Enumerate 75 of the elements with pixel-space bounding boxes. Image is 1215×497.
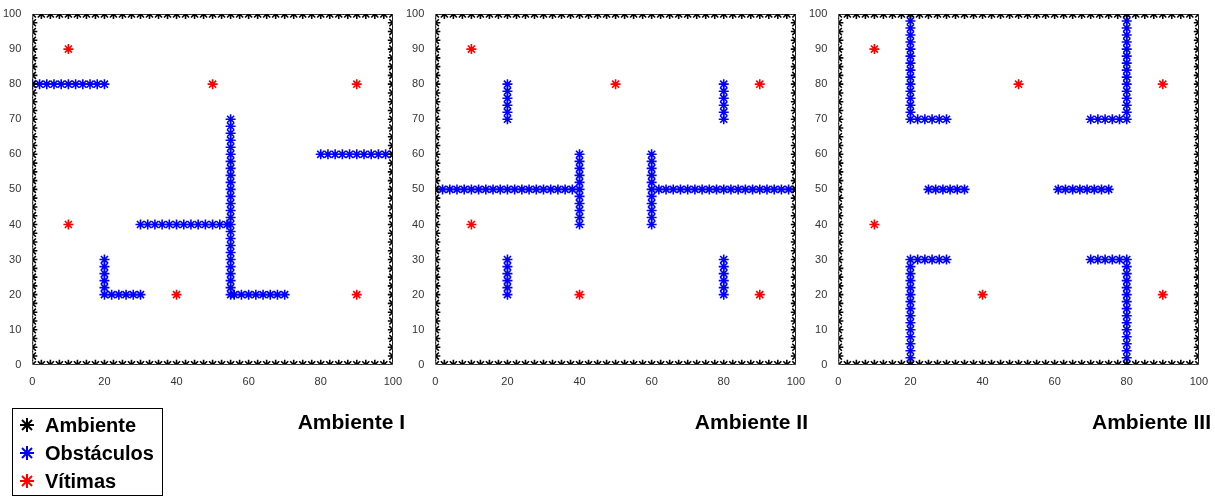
point <box>868 43 881 55</box>
x-tick-label: 100 <box>786 375 805 388</box>
point <box>753 78 766 90</box>
text: Ambiente II <box>694 410 808 434</box>
y-tick-label: 40 <box>9 217 22 230</box>
text: Ambiente I <box>297 410 405 434</box>
y-tick-label: 0 <box>15 357 22 370</box>
y-tick-label: 10 <box>9 322 22 335</box>
point <box>62 218 75 231</box>
point <box>350 78 363 90</box>
legend-label: Ambiente <box>45 413 137 438</box>
y-tick-label: 80 <box>9 77 22 90</box>
point <box>868 218 881 231</box>
x-tick-label: 80 <box>314 375 327 388</box>
point <box>465 218 478 231</box>
point <box>206 78 219 90</box>
x-tick-label: 0 <box>29 375 36 388</box>
x-tick-label: 40 <box>976 375 989 388</box>
point <box>62 43 75 55</box>
y-tick-label: 70 <box>9 112 22 125</box>
x-tick-label: 60 <box>1048 375 1061 388</box>
x-tick-label: 80 <box>717 375 730 388</box>
y-tick-label: 20 <box>815 287 828 300</box>
x-tick-label: 20 <box>904 375 917 388</box>
y-tick-label: 20 <box>412 287 425 300</box>
y-tick-label: 40 <box>412 217 425 230</box>
x-tick-label: 20 <box>98 375 111 388</box>
y-tick-label: 30 <box>9 252 22 265</box>
y-tick-label: 60 <box>412 147 425 160</box>
y-tick-label: 0 <box>821 357 828 370</box>
point <box>976 288 989 301</box>
y-tick-label: 30 <box>412 252 425 265</box>
y-tick-label: 90 <box>9 42 22 55</box>
y-tick-label: 40 <box>815 217 828 230</box>
y-tick-label: 100 <box>808 7 828 20</box>
y-tick-label: 80 <box>412 77 425 90</box>
x-tick-label: 100 <box>1189 375 1208 388</box>
y-tick-label: 50 <box>412 182 425 195</box>
point <box>1156 78 1169 90</box>
x-tick-label: 40 <box>170 375 183 388</box>
x-tick-label: 80 <box>1120 375 1133 388</box>
text: Ambiente III <box>1091 410 1211 434</box>
y-tick-label: 50 <box>9 182 22 195</box>
point <box>609 78 622 90</box>
y-tick-label: 90 <box>815 42 828 55</box>
y-tick-label: 70 <box>412 112 425 125</box>
y-tick-label: 60 <box>9 147 22 160</box>
y-tick-label: 100 <box>2 7 22 20</box>
point <box>1156 288 1169 301</box>
y-tick-label: 70 <box>815 112 828 125</box>
y-tick-label: 10 <box>815 322 828 335</box>
x-tick-label: 20 <box>501 375 514 388</box>
point <box>170 288 183 301</box>
point <box>753 288 766 301</box>
y-tick-label: 20 <box>9 287 22 300</box>
x-tick-label: 60 <box>645 375 658 388</box>
point <box>573 288 586 301</box>
y-tick-label: 50 <box>815 182 828 195</box>
y-tick-label: 80 <box>815 77 828 90</box>
y-tick-label: 0 <box>418 357 425 370</box>
x-tick-label: 0 <box>432 375 439 388</box>
y-tick-label: 10 <box>412 322 425 335</box>
x-tick-label: 60 <box>242 375 255 388</box>
point <box>1012 78 1025 90</box>
y-tick-label: 60 <box>815 147 828 160</box>
x-tick-label: 0 <box>835 375 842 388</box>
x-tick-label: 100 <box>383 375 402 388</box>
y-tick-label: 30 <box>815 252 828 265</box>
point <box>465 43 478 55</box>
legend-label: Vítimas <box>45 469 117 494</box>
point <box>350 288 363 301</box>
legend-label: Obstáculos <box>45 441 154 466</box>
y-tick-label: 100 <box>405 7 425 20</box>
x-tick-label: 40 <box>573 375 586 388</box>
y-tick-label: 90 <box>412 42 425 55</box>
